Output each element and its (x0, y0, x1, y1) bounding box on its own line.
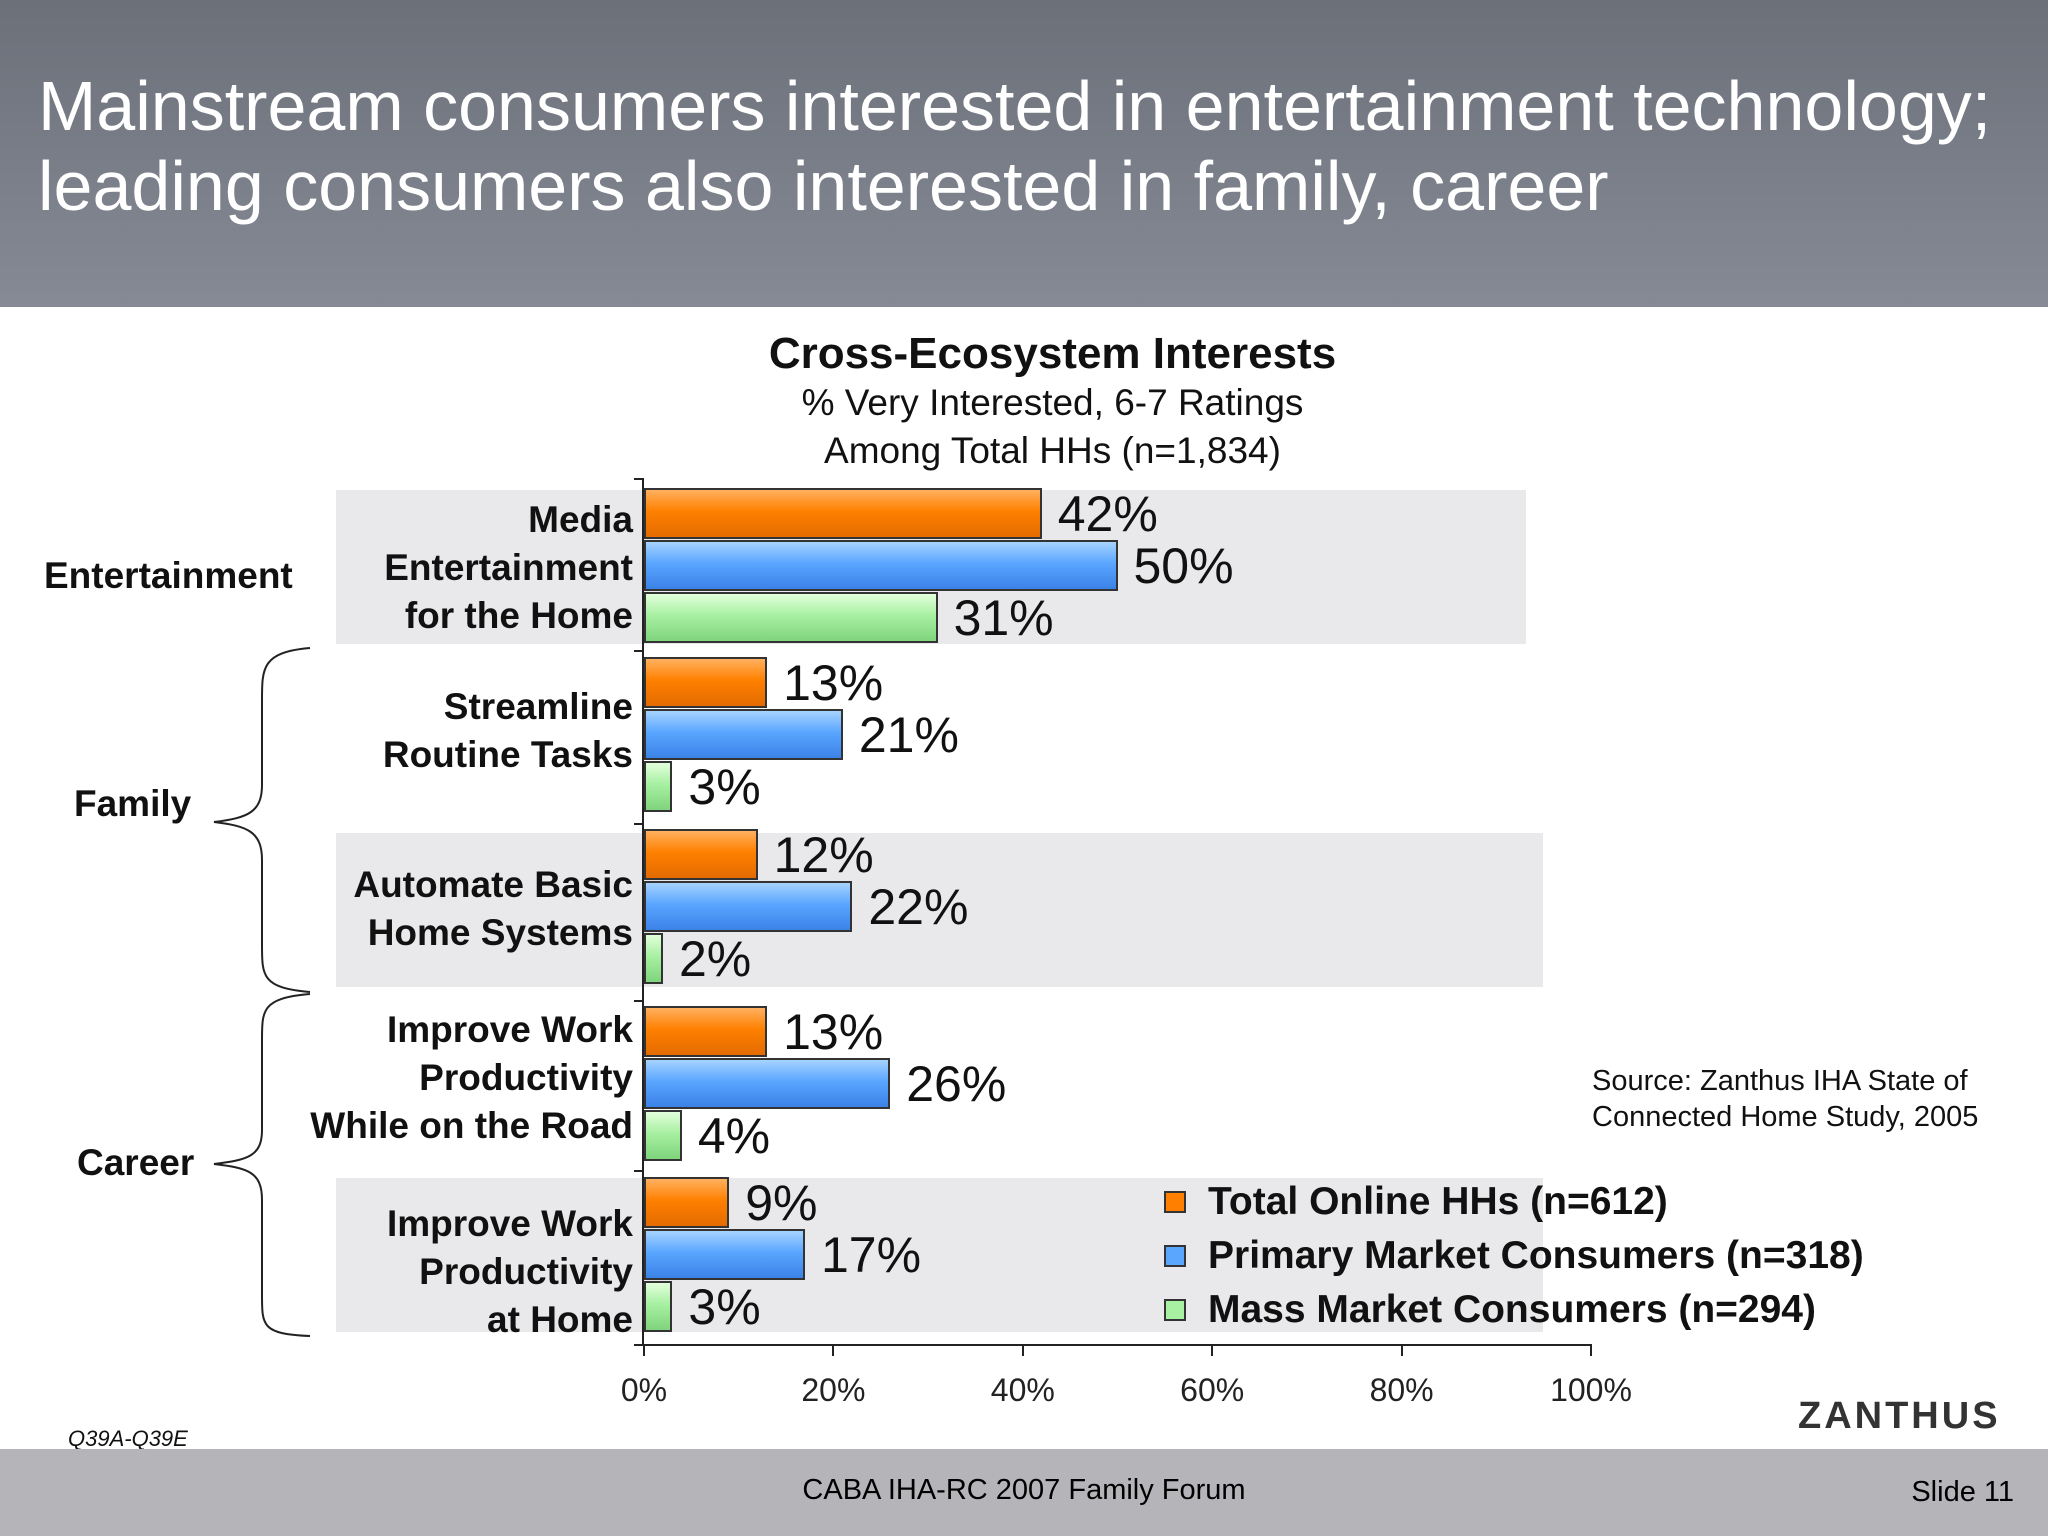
row-band (336, 1178, 1543, 1332)
legend-swatch-green (1164, 1299, 1186, 1321)
category-label: Automate Basic Home Systems (353, 864, 633, 953)
category-label: Media Entertainment for the Home (384, 499, 633, 636)
legend-swatch-orange (1164, 1191, 1186, 1213)
row-band (336, 833, 1543, 987)
bar (644, 881, 853, 932)
category-label: Streamline Routine Tasks (382, 686, 633, 775)
group-label-family: Family (74, 783, 192, 824)
data-label: 13% (783, 1004, 884, 1060)
legend-label: Primary Market Consumers (n=318) (1208, 1234, 1864, 1277)
legend-label: Total Online HHs (n=612) (1208, 1180, 1668, 1223)
group-braces (213, 647, 311, 1337)
data-label: 4% (697, 1108, 771, 1164)
data-label: 22% (868, 879, 969, 935)
x-tick-label: 20% (801, 1372, 866, 1408)
group-label-career: Career (77, 1142, 195, 1183)
slide-title: Mainstream consumers interested in enter… (38, 67, 1992, 225)
bar (644, 709, 843, 760)
bar (644, 1110, 682, 1161)
data-label: 42% (1057, 486, 1158, 542)
x-axis-tick (1590, 1344, 1592, 1356)
career-brace (213, 993, 311, 1337)
data-label: 3% (688, 759, 761, 815)
category-label: Improve Work Productivity While on the R… (310, 1009, 633, 1146)
y-axis-tick (634, 478, 644, 480)
bar (644, 1229, 805, 1280)
bar (644, 933, 663, 984)
bar (644, 1177, 730, 1228)
slide-number: Slide 11 (1911, 1476, 2014, 1508)
slide-header: Mainstream consumers interested in enter… (0, 0, 2048, 307)
x-axis-tick (1211, 1344, 1214, 1356)
bar (644, 592, 938, 643)
source-note: Source: Zanthus IHA State of Connected H… (1592, 1065, 1979, 1133)
y-axis-tick (634, 1170, 644, 1172)
data-label: 12% (773, 827, 874, 883)
bar (644, 1058, 891, 1109)
x-axis-tick (643, 1344, 645, 1356)
group-label-entertainment: Entertainment (44, 555, 293, 596)
slide-footer (0, 1449, 2048, 1536)
data-label: 3% (688, 1279, 761, 1335)
bar (644, 540, 1118, 591)
x-axis-tick (832, 1344, 835, 1356)
data-label: 50% (1133, 538, 1234, 594)
data-label: 26% (906, 1056, 1007, 1112)
chart-title: Cross-Ecosystem Interests (768, 329, 1337, 378)
data-label: 17% (820, 1227, 922, 1283)
footer-event: CABA IHA-RC 2007 Family Forum (802, 1474, 1246, 1506)
y-axis-tick (634, 1000, 644, 1002)
chart-subtitle-1: % Very Interested, 6-7 Ratings (801, 382, 1304, 423)
bar (644, 1006, 768, 1057)
bar (644, 761, 673, 812)
legend-swatch-blue (1164, 1245, 1186, 1267)
bar (644, 1281, 673, 1332)
y-axis-tick (634, 823, 644, 825)
x-tick-label: 0% (620, 1372, 668, 1408)
bar (644, 488, 1042, 539)
y-axis-tick (634, 650, 644, 652)
y-axis-line (642, 478, 644, 1346)
bar (644, 829, 758, 880)
zanthus-logo: ZANTHUS (1798, 1395, 2001, 1437)
data-label: 31% (953, 590, 1054, 646)
question-codes: Q39A-Q39E (68, 1426, 188, 1451)
bar (644, 657, 768, 708)
data-label: 9% (745, 1175, 818, 1231)
x-tick-label: 100% (1550, 1372, 1632, 1408)
x-axis-tick (1400, 1344, 1403, 1356)
x-tick-label: 80% (1369, 1372, 1434, 1408)
data-label: 13% (783, 655, 884, 711)
x-axis-tick (1021, 1344, 1024, 1356)
x-axis-line (644, 1344, 1591, 1346)
data-label: 21% (858, 707, 959, 763)
y-axis-tick (634, 1344, 644, 1346)
x-tick-label: 40% (990, 1372, 1055, 1408)
data-label: 2% (678, 931, 752, 987)
x-tick-label: 60% (1180, 1372, 1245, 1408)
chart-subtitle-2: Among Total HHs (n=1,834) (824, 430, 1281, 471)
family-brace (213, 647, 311, 993)
legend-label: Mass Market Consumers (n=294) (1208, 1288, 1816, 1331)
category-label: Improve Work Productivity at Home (386, 1203, 633, 1340)
